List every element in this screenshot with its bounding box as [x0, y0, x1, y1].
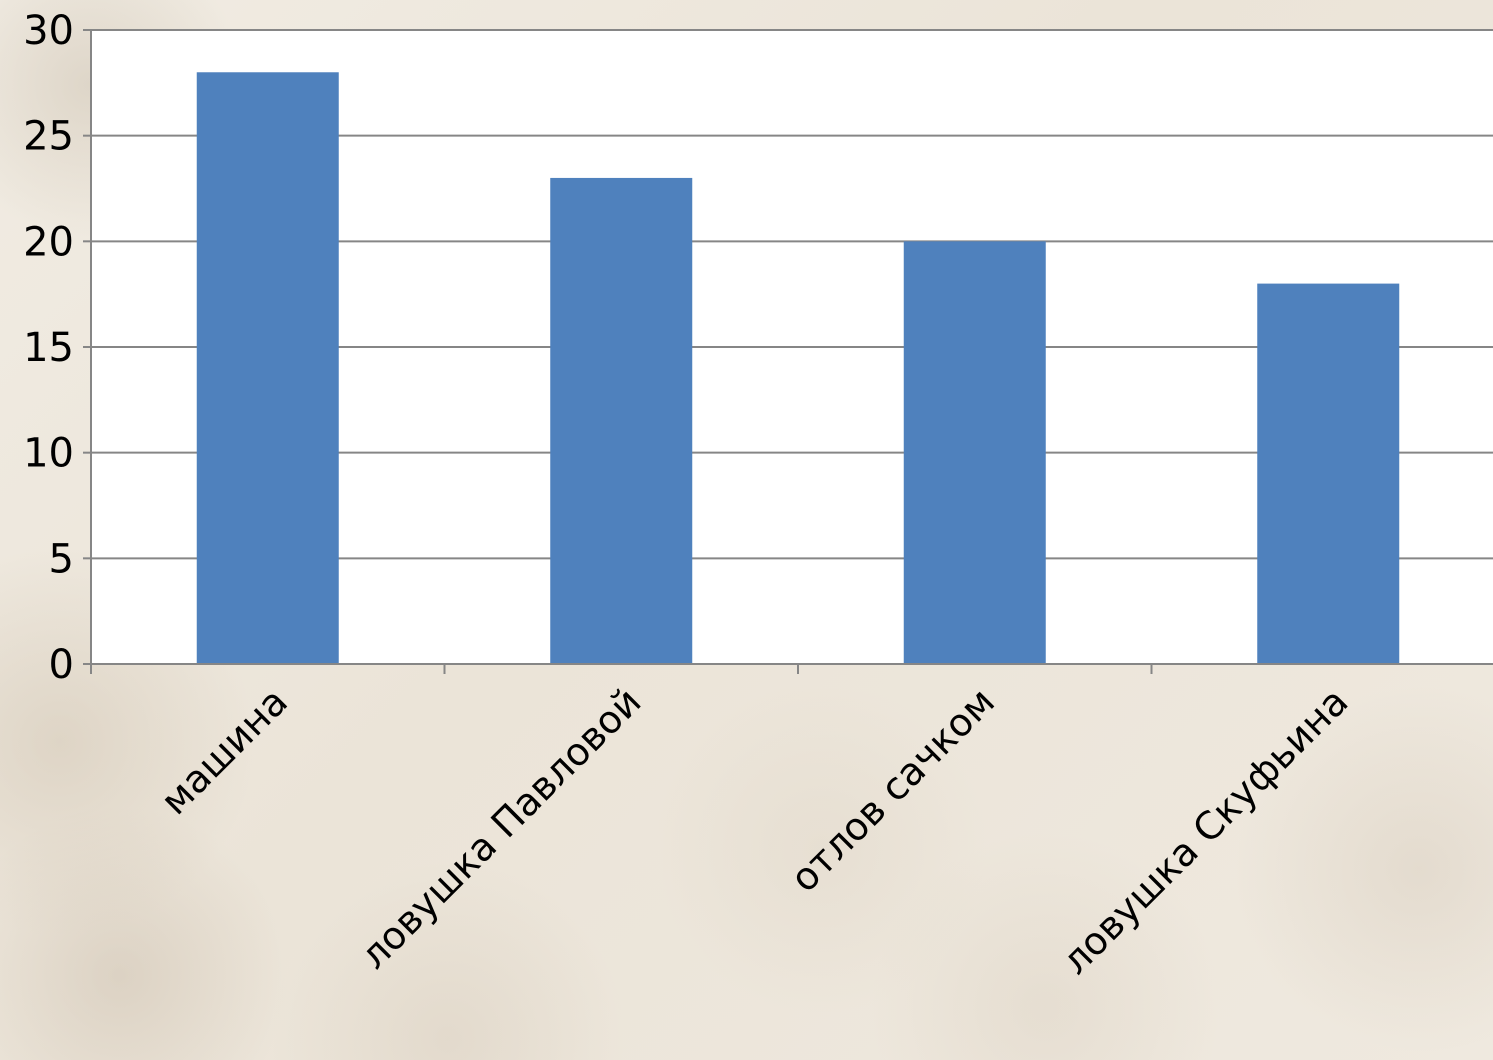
x-category-label: отлов сачком	[782, 679, 1003, 900]
axes	[83, 29, 1493, 674]
x-category-label: ловушка Павловой	[351, 679, 649, 977]
bar-4	[1257, 283, 1400, 664]
y-tick-label: 0	[49, 642, 74, 688]
y-tick-label: 15	[23, 325, 74, 371]
y-tick-label: 20	[23, 219, 74, 265]
x-category-label: машина	[152, 679, 296, 823]
y-tick-label: 30	[23, 8, 74, 54]
bar-2	[550, 177, 693, 664]
x-category-label: ловушка Скуфьина	[1053, 679, 1356, 982]
bars	[196, 72, 1400, 665]
bar-3	[903, 241, 1046, 665]
bar-1	[196, 72, 339, 665]
y-axis-tick-labels: 0 5 10 15 20 25 30	[23, 8, 74, 688]
x-axis-category-labels: машина ловушка Павловой отлов сачком ловушк…	[152, 679, 1356, 982]
y-tick-label: 5	[49, 536, 74, 582]
y-tick-label: 10	[23, 431, 74, 477]
y-tick-label: 25	[23, 114, 74, 160]
